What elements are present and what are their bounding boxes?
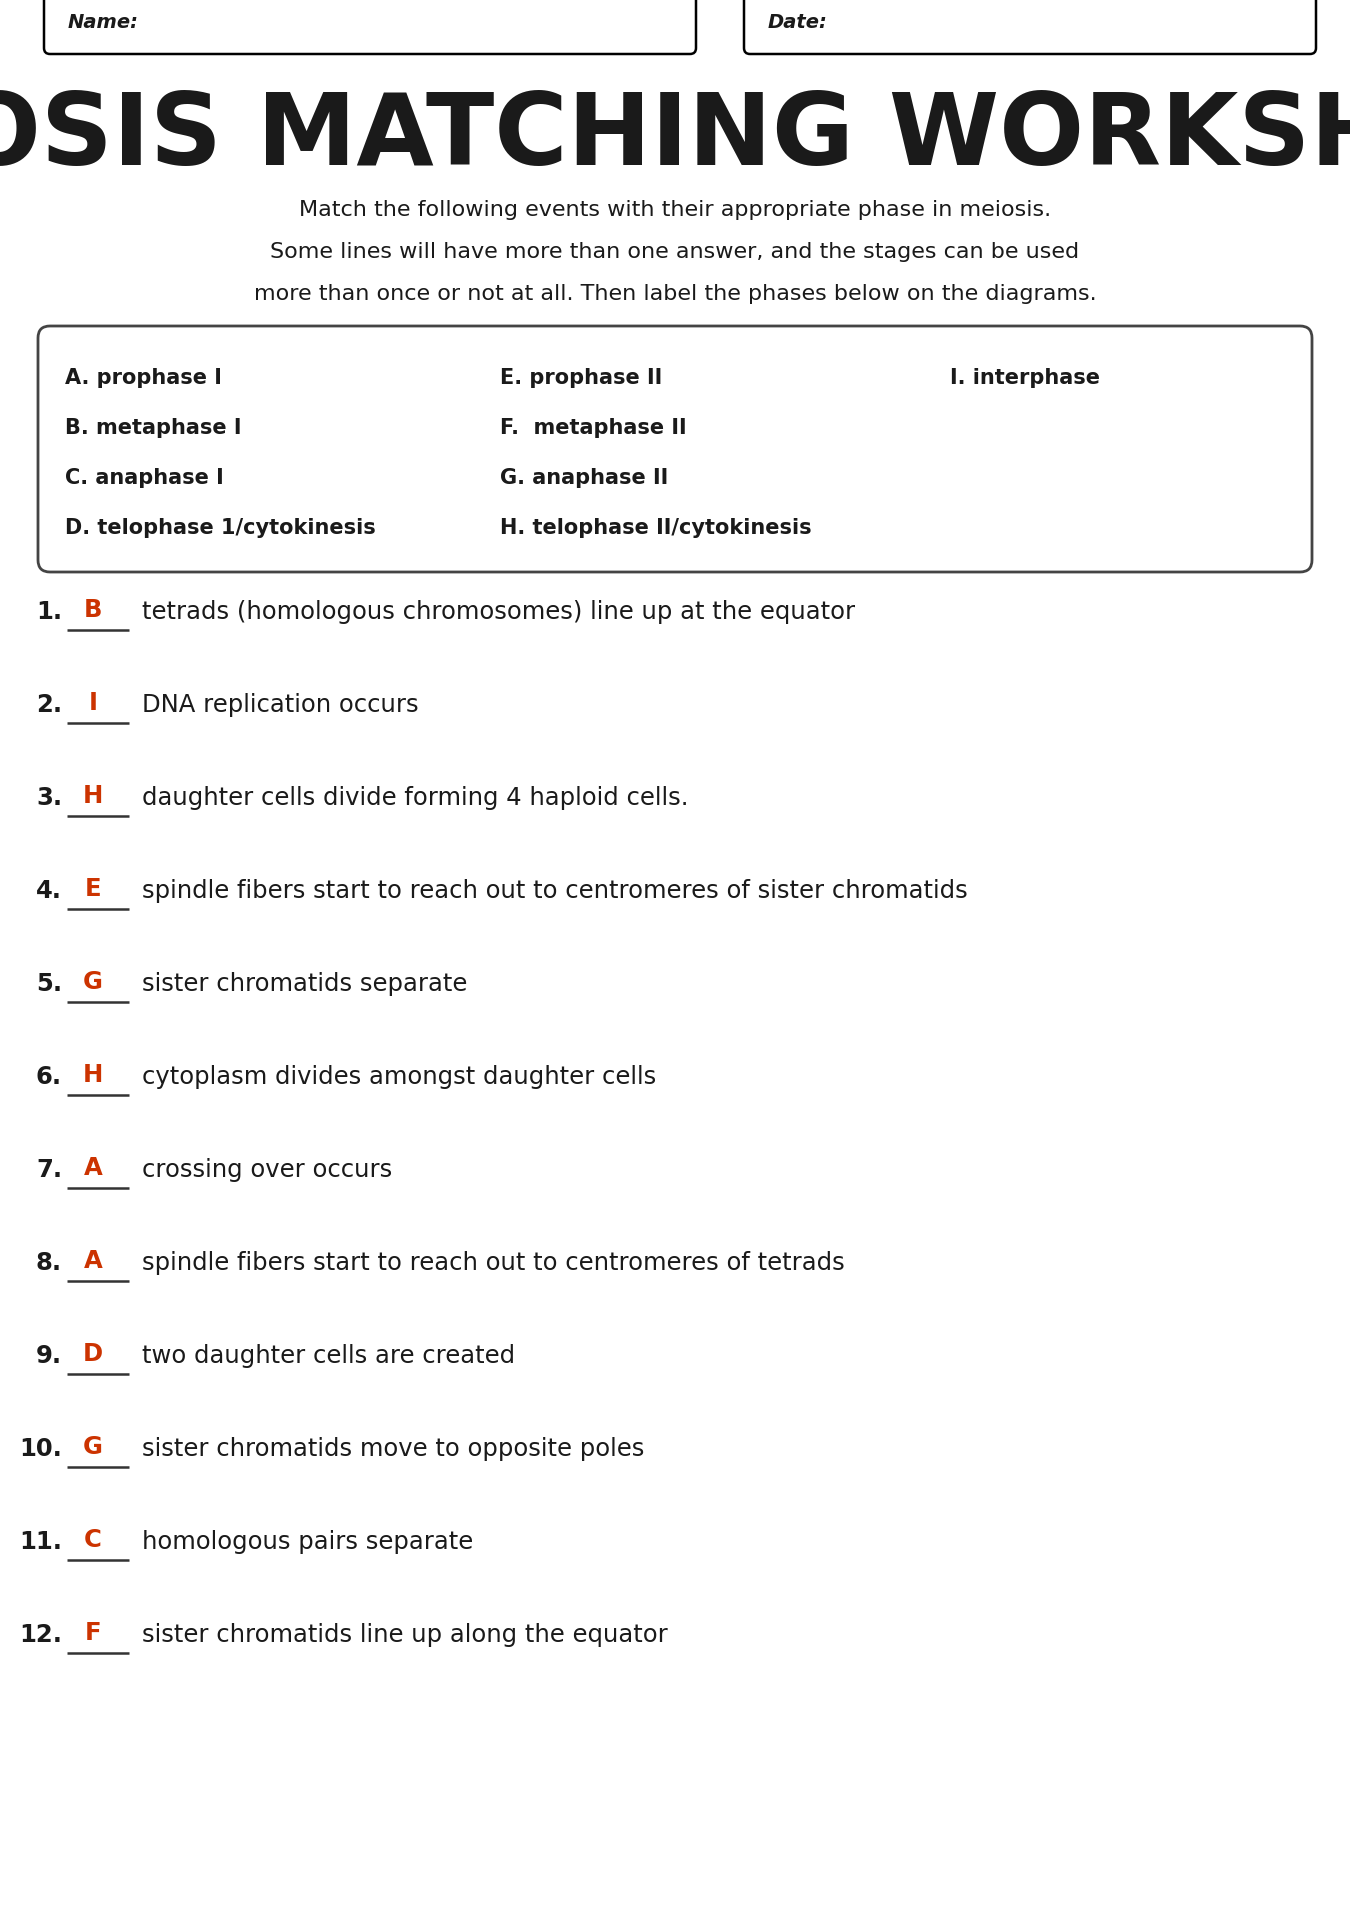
Text: G: G — [84, 970, 103, 995]
Text: spindle fibers start to reach out to centromeres of tetrads: spindle fibers start to reach out to cen… — [142, 1252, 845, 1275]
Text: 8.: 8. — [36, 1252, 62, 1275]
Text: A: A — [84, 1156, 103, 1181]
Text: 10.: 10. — [19, 1436, 62, 1461]
Text: H. telophase II/cytokinesis: H. telophase II/cytokinesis — [500, 518, 811, 538]
Text: E: E — [85, 877, 101, 900]
Text: Name:: Name: — [68, 13, 139, 31]
Text: G: G — [84, 1434, 103, 1459]
Text: sister chromatids move to opposite poles: sister chromatids move to opposite poles — [142, 1436, 644, 1461]
Text: tetrads (homologous chromosomes) line up at the equator: tetrads (homologous chromosomes) line up… — [142, 599, 855, 624]
Text: H: H — [82, 1064, 103, 1087]
Text: Match the following events with their appropriate phase in meiosis.: Match the following events with their ap… — [298, 200, 1052, 221]
Text: A. prophase I: A. prophase I — [65, 369, 221, 388]
Text: daughter cells divide forming 4 haploid cells.: daughter cells divide forming 4 haploid … — [142, 785, 688, 810]
Text: A: A — [84, 1250, 103, 1273]
Text: cytoplasm divides amongst daughter cells: cytoplasm divides amongst daughter cells — [142, 1066, 656, 1089]
Text: D. telophase 1/cytokinesis: D. telophase 1/cytokinesis — [65, 518, 375, 538]
Text: sister chromatids line up along the equator: sister chromatids line up along the equa… — [142, 1622, 668, 1647]
Text: C. anaphase I: C. anaphase I — [65, 468, 224, 488]
Text: DNA replication occurs: DNA replication occurs — [142, 693, 418, 716]
Text: spindle fibers start to reach out to centromeres of sister chromatids: spindle fibers start to reach out to cen… — [142, 879, 968, 902]
Text: more than once or not at all. Then label the phases below on the diagrams.: more than once or not at all. Then label… — [254, 284, 1096, 303]
Text: 6.: 6. — [36, 1066, 62, 1089]
Text: Date:: Date: — [768, 13, 828, 31]
Text: D: D — [82, 1342, 103, 1365]
Text: crossing over occurs: crossing over occurs — [142, 1158, 393, 1183]
Text: 5.: 5. — [36, 972, 62, 996]
Text: C: C — [84, 1528, 103, 1551]
Text: B: B — [84, 597, 103, 622]
Text: 2.: 2. — [36, 693, 62, 716]
Text: I. interphase: I. interphase — [950, 369, 1100, 388]
Text: 9.: 9. — [36, 1344, 62, 1367]
Text: 11.: 11. — [19, 1530, 62, 1553]
Text: B. metaphase I: B. metaphase I — [65, 419, 242, 438]
Text: 3.: 3. — [36, 785, 62, 810]
Text: G. anaphase II: G. anaphase II — [500, 468, 668, 488]
Text: MEIOSIS MATCHING WORKSHEET: MEIOSIS MATCHING WORKSHEET — [0, 90, 1350, 186]
Text: 1.: 1. — [36, 599, 62, 624]
Text: 4.: 4. — [36, 879, 62, 902]
Text: F.  metaphase II: F. metaphase II — [500, 419, 687, 438]
Text: 7.: 7. — [36, 1158, 62, 1183]
Text: F: F — [85, 1620, 101, 1645]
Text: sister chromatids separate: sister chromatids separate — [142, 972, 467, 996]
FancyBboxPatch shape — [744, 0, 1316, 54]
Text: Some lines will have more than one answer, and the stages can be used: Some lines will have more than one answe… — [270, 242, 1080, 261]
FancyBboxPatch shape — [45, 0, 697, 54]
Text: I: I — [89, 691, 97, 714]
Text: homologous pairs separate: homologous pairs separate — [142, 1530, 474, 1553]
Text: 12.: 12. — [19, 1622, 62, 1647]
Text: two daughter cells are created: two daughter cells are created — [142, 1344, 516, 1367]
Text: H: H — [82, 783, 103, 808]
FancyBboxPatch shape — [38, 326, 1312, 572]
Text: E. prophase II: E. prophase II — [500, 369, 663, 388]
